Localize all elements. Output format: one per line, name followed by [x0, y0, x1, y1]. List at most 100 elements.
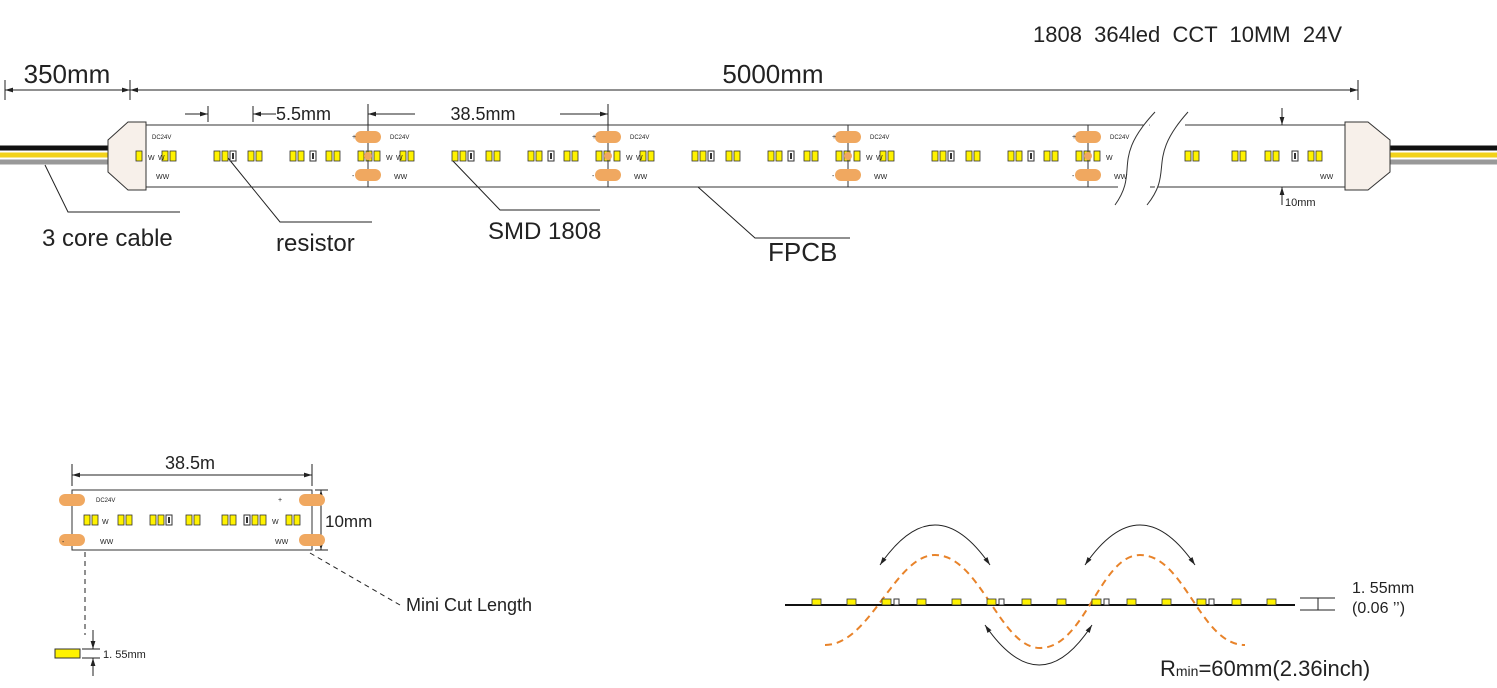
bend-thickness: 1. 55mm	[1352, 580, 1414, 597]
led-pitch: 5.5mm	[276, 104, 331, 124]
cut-dot	[604, 152, 612, 160]
bend-radius: Rmin=60mm(2.36inch)	[1160, 656, 1370, 681]
marking: W	[636, 155, 643, 162]
led	[571, 150, 579, 162]
cable-right	[1385, 145, 1497, 165]
title: 1808 364led CCT 10MM 24V	[1033, 22, 1342, 47]
led	[811, 598, 822, 606]
cut-label: Mini Cut Length	[406, 595, 532, 615]
marking: -	[352, 173, 355, 180]
led	[887, 150, 895, 162]
led	[733, 150, 741, 162]
led	[1051, 150, 1059, 162]
led	[157, 514, 165, 526]
resistor	[1208, 598, 1215, 606]
led	[493, 150, 501, 162]
strip-break	[1114, 111, 1189, 206]
marking: W	[396, 155, 403, 162]
led	[229, 514, 237, 526]
led	[639, 150, 647, 162]
led	[1307, 150, 1315, 162]
solder-pad	[59, 494, 85, 506]
led	[1231, 598, 1242, 606]
led	[973, 150, 981, 162]
led	[451, 150, 459, 162]
marking: W	[272, 519, 279, 526]
led	[459, 150, 467, 162]
led	[951, 598, 962, 606]
led	[135, 150, 143, 162]
marking: W	[158, 155, 165, 162]
led	[1015, 150, 1023, 162]
solder-pad	[1075, 169, 1101, 181]
end-cap	[107, 121, 147, 191]
solder-pad	[355, 169, 381, 181]
resistor-body	[790, 153, 792, 159]
led	[1043, 150, 1051, 162]
led	[691, 150, 699, 162]
cut-dot	[1084, 152, 1092, 160]
marking: WW	[874, 174, 888, 181]
led	[803, 150, 811, 162]
led-label: SMD 1808	[488, 218, 601, 245]
strip-length: 5000mm	[722, 59, 823, 89]
led	[255, 150, 263, 162]
led	[91, 514, 99, 526]
resistor	[998, 598, 1005, 606]
led	[247, 150, 255, 162]
led	[1161, 598, 1172, 606]
cable-left	[0, 145, 112, 165]
led	[1192, 150, 1200, 162]
led	[161, 150, 169, 162]
marking: WW	[275, 539, 289, 546]
cable-label: 3 core cable	[42, 225, 173, 252]
bend-curve	[824, 553, 1246, 650]
marking: -	[1072, 173, 1075, 180]
led	[775, 150, 783, 162]
led	[485, 150, 493, 162]
marking: DC24V	[1110, 135, 1129, 141]
led	[1091, 598, 1102, 606]
led	[83, 514, 91, 526]
led	[357, 150, 365, 162]
led	[373, 150, 381, 162]
led	[1272, 150, 1280, 162]
led	[221, 514, 229, 526]
marking: DC24V	[96, 498, 115, 504]
led	[259, 514, 267, 526]
strip-outline	[146, 124, 1345, 188]
led	[399, 150, 407, 162]
marking: +	[832, 134, 836, 141]
led	[1007, 150, 1015, 162]
resistor-body	[232, 153, 234, 159]
led	[149, 514, 157, 526]
led	[939, 150, 947, 162]
led	[613, 150, 621, 162]
resistor-body	[550, 153, 552, 159]
resistor-body	[168, 517, 170, 523]
strip-width: 10mm	[1285, 197, 1316, 209]
led	[879, 150, 887, 162]
led	[916, 598, 927, 606]
led	[931, 150, 939, 162]
led-thickness: 1. 55mm	[103, 649, 146, 661]
solder-pad	[59, 534, 85, 546]
bend-thickness-inch: (0.06 ’’)	[1352, 600, 1405, 617]
marking: WW	[1114, 174, 1128, 181]
radius-symbol: R	[1160, 656, 1176, 681]
marking: W	[102, 519, 109, 526]
marking: -	[592, 173, 595, 180]
led	[251, 514, 259, 526]
resistor-body	[1030, 153, 1032, 159]
led	[1266, 598, 1277, 606]
resistor	[1103, 598, 1110, 606]
marking: WW	[394, 174, 408, 181]
resistor-body	[950, 153, 952, 159]
led	[563, 150, 571, 162]
led	[125, 514, 133, 526]
led	[965, 150, 973, 162]
resistor-label: resistor	[276, 230, 355, 257]
led	[1021, 598, 1032, 606]
led	[117, 514, 125, 526]
